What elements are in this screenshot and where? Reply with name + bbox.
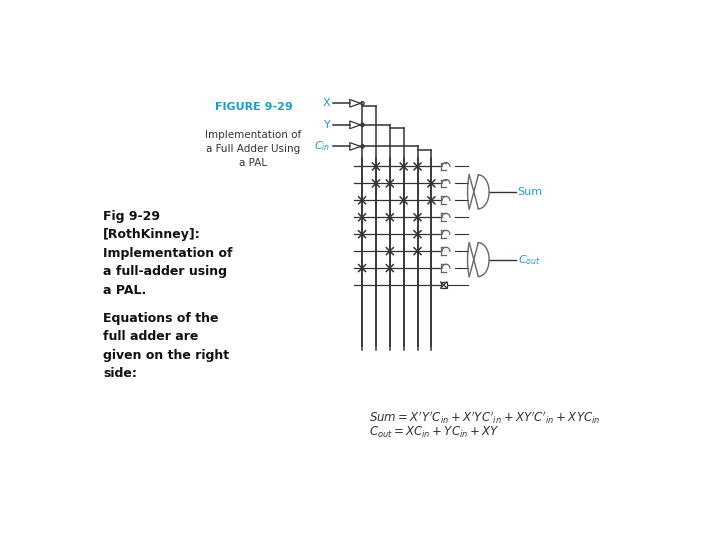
- Text: X: X: [323, 98, 330, 109]
- Text: $C_{out} = XC_{in} + YC_{in} + XY$: $C_{out} = XC_{in} + YC_{in} + XY$: [369, 426, 500, 441]
- Text: Sum: Sum: [518, 187, 543, 197]
- Text: $C_{out}$: $C_{out}$: [518, 253, 540, 267]
- Text: $Sum = X'Y'C_{in} + X'YC'_{in} + XY'C'_{in} + XYC_{in}$: $Sum = X'Y'C_{in} + X'YC'_{in} + XY'C'_{…: [369, 409, 600, 426]
- Text: FIGURE 9-29: FIGURE 9-29: [215, 102, 292, 112]
- Text: Equations of the
full adder are
given on the right
side:: Equations of the full adder are given on…: [104, 312, 230, 380]
- Text: Implementation of
a Full Adder Using
a PAL: Implementation of a Full Adder Using a P…: [205, 130, 302, 168]
- Bar: [441, 282, 447, 288]
- Text: $C_{in}$: $C_{in}$: [314, 139, 330, 153]
- Text: Fig 9-29
[RothKinney]:
Implementation of
a full-adder using
a PAL.: Fig 9-29 [RothKinney]: Implementation of…: [104, 210, 233, 297]
- Text: Y: Y: [324, 120, 330, 130]
